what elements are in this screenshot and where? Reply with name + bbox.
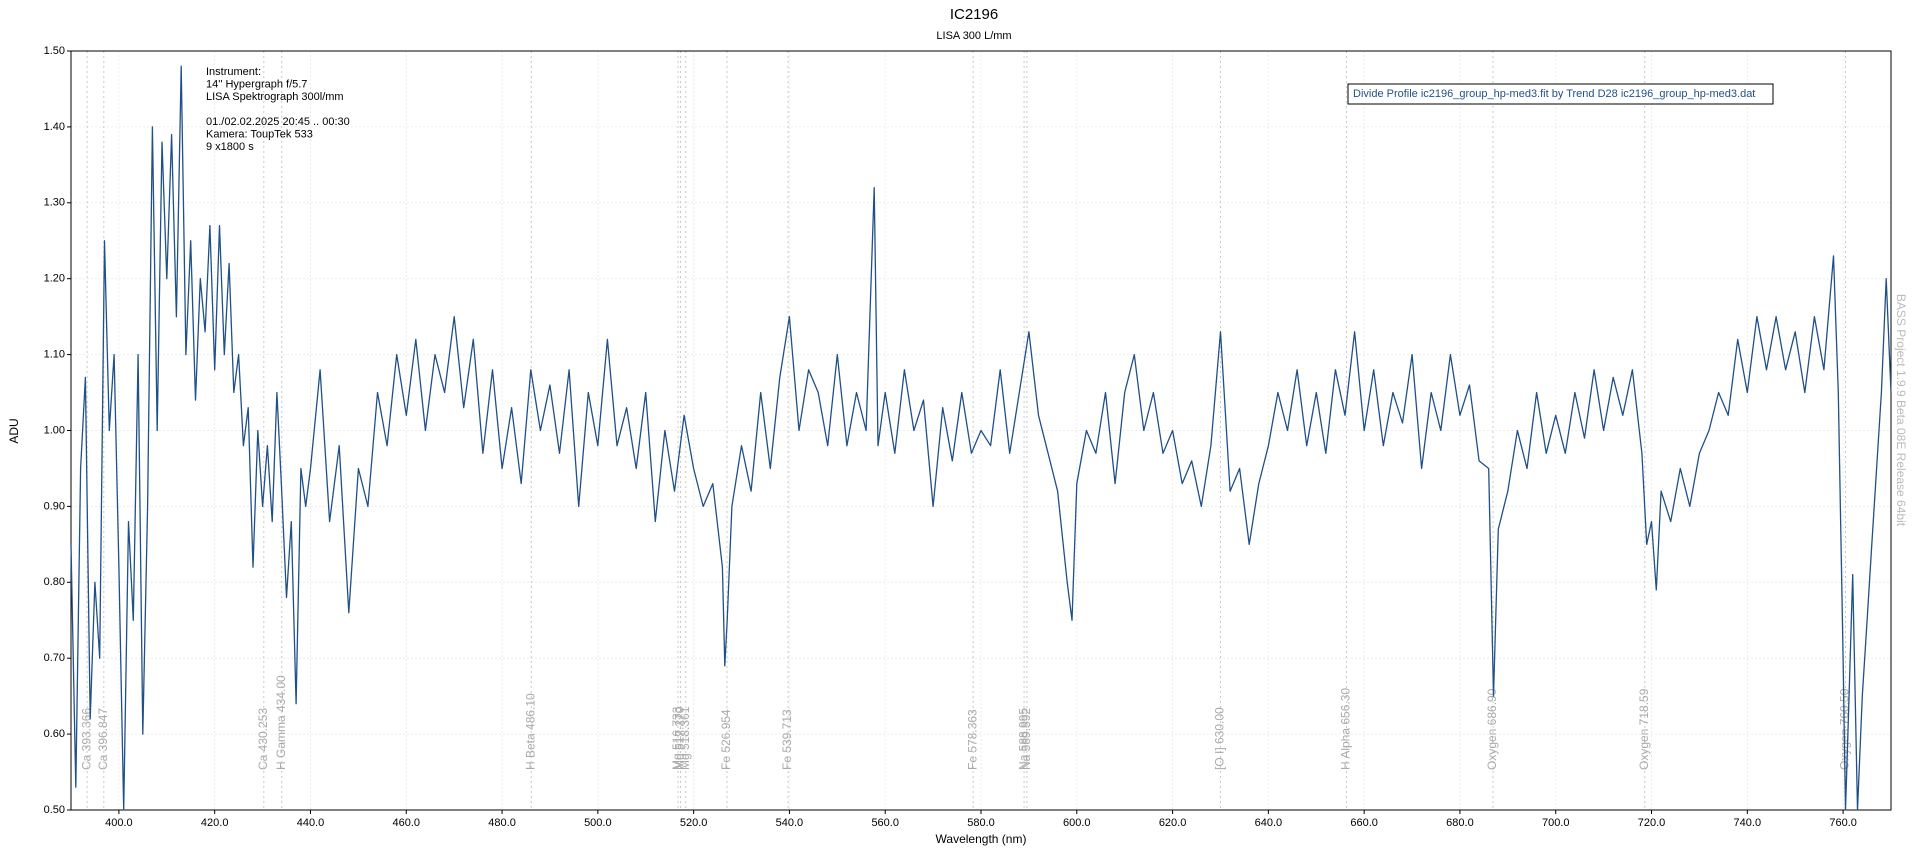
spectral-line-label: Oxygen 718.59 (1637, 688, 1651, 770)
spectral-line-label: Mg 517.270 (673, 706, 687, 770)
info-text: Kamera: ToupTek 533 (206, 128, 313, 140)
x-tick-label: 460.0 (392, 817, 420, 829)
x-tick-label: 500.0 (584, 817, 612, 829)
plot-frame (70, 50, 1892, 811)
spectral-line-label: Na 588.995 (1016, 708, 1030, 770)
spectral-line-label: Oxygen 686.90 (1485, 688, 1499, 770)
spectral-line-label: [O I] 630.00 (1213, 707, 1227, 770)
spectral-line-label: Na 589.592 (1019, 708, 1033, 770)
y-tick-label: 0.60 (44, 728, 65, 740)
info-text: 01./02.02.2025 20:45 .. 00:30 (206, 116, 350, 128)
legend-entry: Divide Profile ic2196_group_hp-med3.fit … (1353, 88, 1755, 100)
spectral-line-label: Fe 526.954 (719, 709, 733, 770)
y-tick-label: 1.50 (44, 45, 65, 57)
info-text: LISA Spektrograph 300l/mm (206, 91, 344, 103)
info-text: Instrument: (206, 66, 261, 78)
spectral-line-label: Fe 539.713 (780, 709, 794, 770)
spectrum-line (70, 65, 1892, 811)
x-tick-label: 480.0 (488, 817, 516, 829)
x-tick-label: 560.0 (871, 817, 899, 829)
x-tick-label: 700.0 (1542, 817, 1570, 829)
spectral-line-label: Ca 396.847 (96, 708, 110, 770)
x-tick-label: 660.0 (1350, 817, 1378, 829)
spectral-line-label: Ca 430.253 (256, 708, 270, 770)
x-tick-label: 400.0 (105, 817, 133, 829)
x-tick-label: 440.0 (297, 817, 325, 829)
x-tick-label: 760.0 (1829, 817, 1857, 829)
info-text: 9 x1800 s (206, 141, 254, 153)
spectral-line-label: Mg 518.361 (678, 706, 692, 770)
y-tick-label: 1.20 (44, 273, 65, 285)
x-tick-label: 740.0 (1734, 817, 1762, 829)
x-tick-label: 680.0 (1446, 817, 1474, 829)
watermark: BASS Project 1.9.9 Beta 08E Release 64bi… (1894, 294, 1908, 527)
y-tick-label: 1.30 (44, 197, 65, 209)
y-tick-label: 0.70 (44, 652, 65, 664)
y-tick-label: 1.00 (44, 424, 65, 436)
y-tick-label: 1.10 (44, 349, 65, 361)
x-tick-label: 640.0 (1255, 817, 1283, 829)
x-tick-label: 600.0 (1063, 817, 1091, 829)
legend-box (1347, 83, 1774, 105)
x-tick-label: 420.0 (201, 817, 229, 829)
spectral-line-label: H Beta 486.10 (523, 693, 537, 770)
y-tick-label: 0.90 (44, 500, 65, 512)
x-tick-label: 620.0 (1159, 817, 1187, 829)
spectral-line-label: Fe 578.363 (965, 709, 979, 770)
y-tick-label: 0.80 (44, 576, 65, 588)
spectral-line-label: H Alpha 656.30 (1339, 688, 1353, 770)
y-tick-label: 0.50 (44, 804, 65, 816)
x-tick-label: 520.0 (680, 817, 708, 829)
x-tick-label: 720.0 (1638, 817, 1666, 829)
spectral-line-label: Ca 393.366 (79, 708, 93, 770)
x-tick-label: 580.0 (967, 817, 995, 829)
x-axis-label: Wavelength (nm) (936, 832, 1027, 846)
spectral-line-label: H Gamma 434.00 (274, 675, 288, 770)
y-axis-label: ADU (7, 418, 21, 443)
chart-title: IC2196 (950, 6, 998, 23)
info-text: 14'' Hypergraph f/5.7 (206, 78, 307, 90)
y-tick-label: 1.40 (44, 121, 65, 133)
x-tick-label: 540.0 (776, 817, 804, 829)
chart-subtitle: LISA 300 L/mm (936, 30, 1011, 42)
